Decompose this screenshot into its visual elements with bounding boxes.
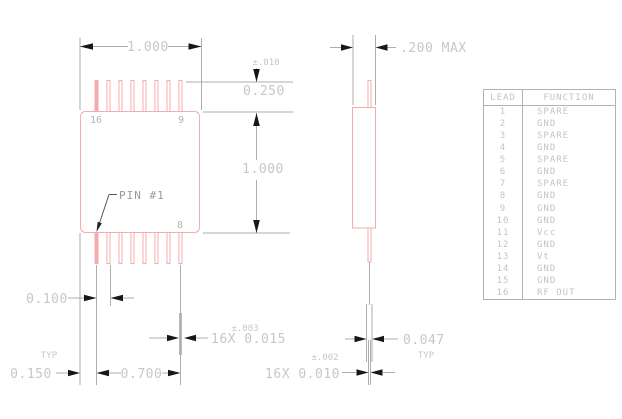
table-row: 16 RF OUT: [484, 286, 615, 299]
lead-function-cell: Vcc: [537, 227, 557, 238]
table-row: 5 SPARE: [484, 154, 615, 167]
pin16-number: 16: [90, 115, 102, 126]
lead-number-cell: 9: [484, 202, 523, 215]
pin8-number: 8: [177, 220, 183, 231]
lead-function-cell: GND: [537, 263, 557, 274]
table-row: 4 GND: [484, 142, 615, 155]
edge-dimension: 0.150: [10, 367, 52, 382]
top-pins: [94, 80, 183, 112]
side-top-pin: [367, 80, 372, 108]
lead-function-cell: GND: [537, 191, 557, 202]
bottom-pins: [94, 232, 183, 264]
lead-number-cell: 6: [484, 166, 523, 179]
table-row: 3 SPARE: [484, 130, 615, 143]
lead-number-cell: 2: [484, 118, 523, 131]
lead-number-cell: 4: [484, 142, 523, 155]
lead-width-tolerance: ±.003: [231, 324, 258, 334]
table-row: 6 GND: [484, 166, 615, 179]
lead-number-cell: 14: [484, 262, 523, 275]
table-row: 13 Vt: [484, 250, 615, 263]
lead-number-cell: 1: [484, 106, 523, 119]
pin-length-tolerance: ±.010: [252, 58, 279, 68]
pitch-dimension: 0.100: [26, 292, 68, 307]
table-row: 10 GND: [484, 214, 615, 227]
lead-number-cell: 10: [484, 214, 523, 227]
lead-function-cell: Vt: [537, 251, 550, 262]
lead-column-header: LEAD: [484, 90, 523, 105]
lead-thickness-tolerance: ±.002: [311, 353, 338, 363]
lead-function-cell: GND: [537, 167, 557, 178]
height-dimension: 1.000: [242, 162, 284, 177]
lead-number-cell: 5: [484, 154, 523, 167]
lead-function-cell: GND: [537, 203, 557, 214]
lead-number-cell: 16: [484, 286, 523, 299]
span-dimension: 0.700: [121, 367, 163, 382]
table-header-row: LEAD FUNCTION: [484, 90, 615, 106]
lead-function-cell: SPARE: [537, 131, 570, 142]
pin-length-dimension: 0.250: [243, 84, 285, 99]
table-row: 1 SPARE: [484, 106, 615, 119]
side-bottom-pin: [367, 227, 372, 263]
table-row: 9 GND: [484, 202, 615, 215]
side-body-outline: [352, 107, 376, 229]
pin1-leader: [96, 194, 117, 232]
side-dimension-lines: [330, 35, 398, 385]
table-row: 15 GND: [484, 274, 615, 287]
lead-function-table: LEAD FUNCTION 1 SPARE 2 GND 3 SPARE 4 GND 5 SPARE…: [483, 89, 616, 300]
package-body-outline: [80, 111, 200, 233]
lead-number-cell: 11: [484, 226, 523, 239]
front-dimension-lines: [56, 38, 293, 385]
lead-number-cell: 7: [484, 178, 523, 191]
lead-length-typ-label: TYP: [418, 351, 435, 361]
lead-function-cell: SPARE: [537, 107, 570, 118]
lead-function-cell: RF OUT: [537, 287, 576, 298]
lead-width-dimension: 16X 0.015: [211, 332, 286, 347]
front-view: 1.000 ±.010 0.250 1.000 16 9 8 PIN #1 0.…: [10, 38, 293, 385]
lead-function-cell: GND: [537, 119, 557, 130]
lead-number-cell: 13: [484, 250, 523, 263]
lead-function-cell: GND: [537, 215, 557, 226]
table-row: 12 GND: [484, 238, 615, 251]
lead-function-cell: SPARE: [537, 155, 570, 166]
table-row: 8 GND: [484, 190, 615, 203]
table-row: 14 GND: [484, 262, 615, 275]
lead-function-cell: GND: [537, 239, 557, 250]
lead-thickness-dimension: 16X 0.010: [265, 367, 340, 382]
table-row: 7 SPARE: [484, 178, 615, 191]
pin9-number: 9: [178, 115, 184, 126]
lead-table-rows: 1 SPARE 2 GND 3 SPARE 4 GND 5 SPARE 6 GND 7 SPARE 8 GND…: [484, 106, 615, 299]
front-arrowheads: [68, 43, 260, 377]
lead-function-cell: GND: [537, 143, 557, 154]
pin1-callout-label: PIN #1: [119, 189, 165, 202]
lead-number-cell: 12: [484, 238, 523, 251]
lead-number-cell: 3: [484, 130, 523, 143]
side-view: .200 MAX 0.047 TYP ±.002 16X 0.010: [265, 35, 467, 385]
function-column-header: FUNCTION: [543, 92, 595, 103]
lead-number-cell: 8: [484, 190, 523, 203]
lead-number-cell: 15: [484, 274, 523, 287]
max-width-dimension: .200 MAX: [400, 41, 467, 56]
edge-typ-label: TYP: [41, 351, 58, 361]
side-arrowheads: [341, 44, 388, 376]
lead-function-cell: GND: [537, 275, 557, 286]
lead-function-cell: SPARE: [537, 179, 570, 190]
lead-length-dimension: 0.047: [403, 333, 445, 348]
table-row: 11 Vcc: [484, 226, 615, 239]
table-row: 2 GND: [484, 118, 615, 131]
width-dimension: 1.000: [127, 40, 169, 55]
